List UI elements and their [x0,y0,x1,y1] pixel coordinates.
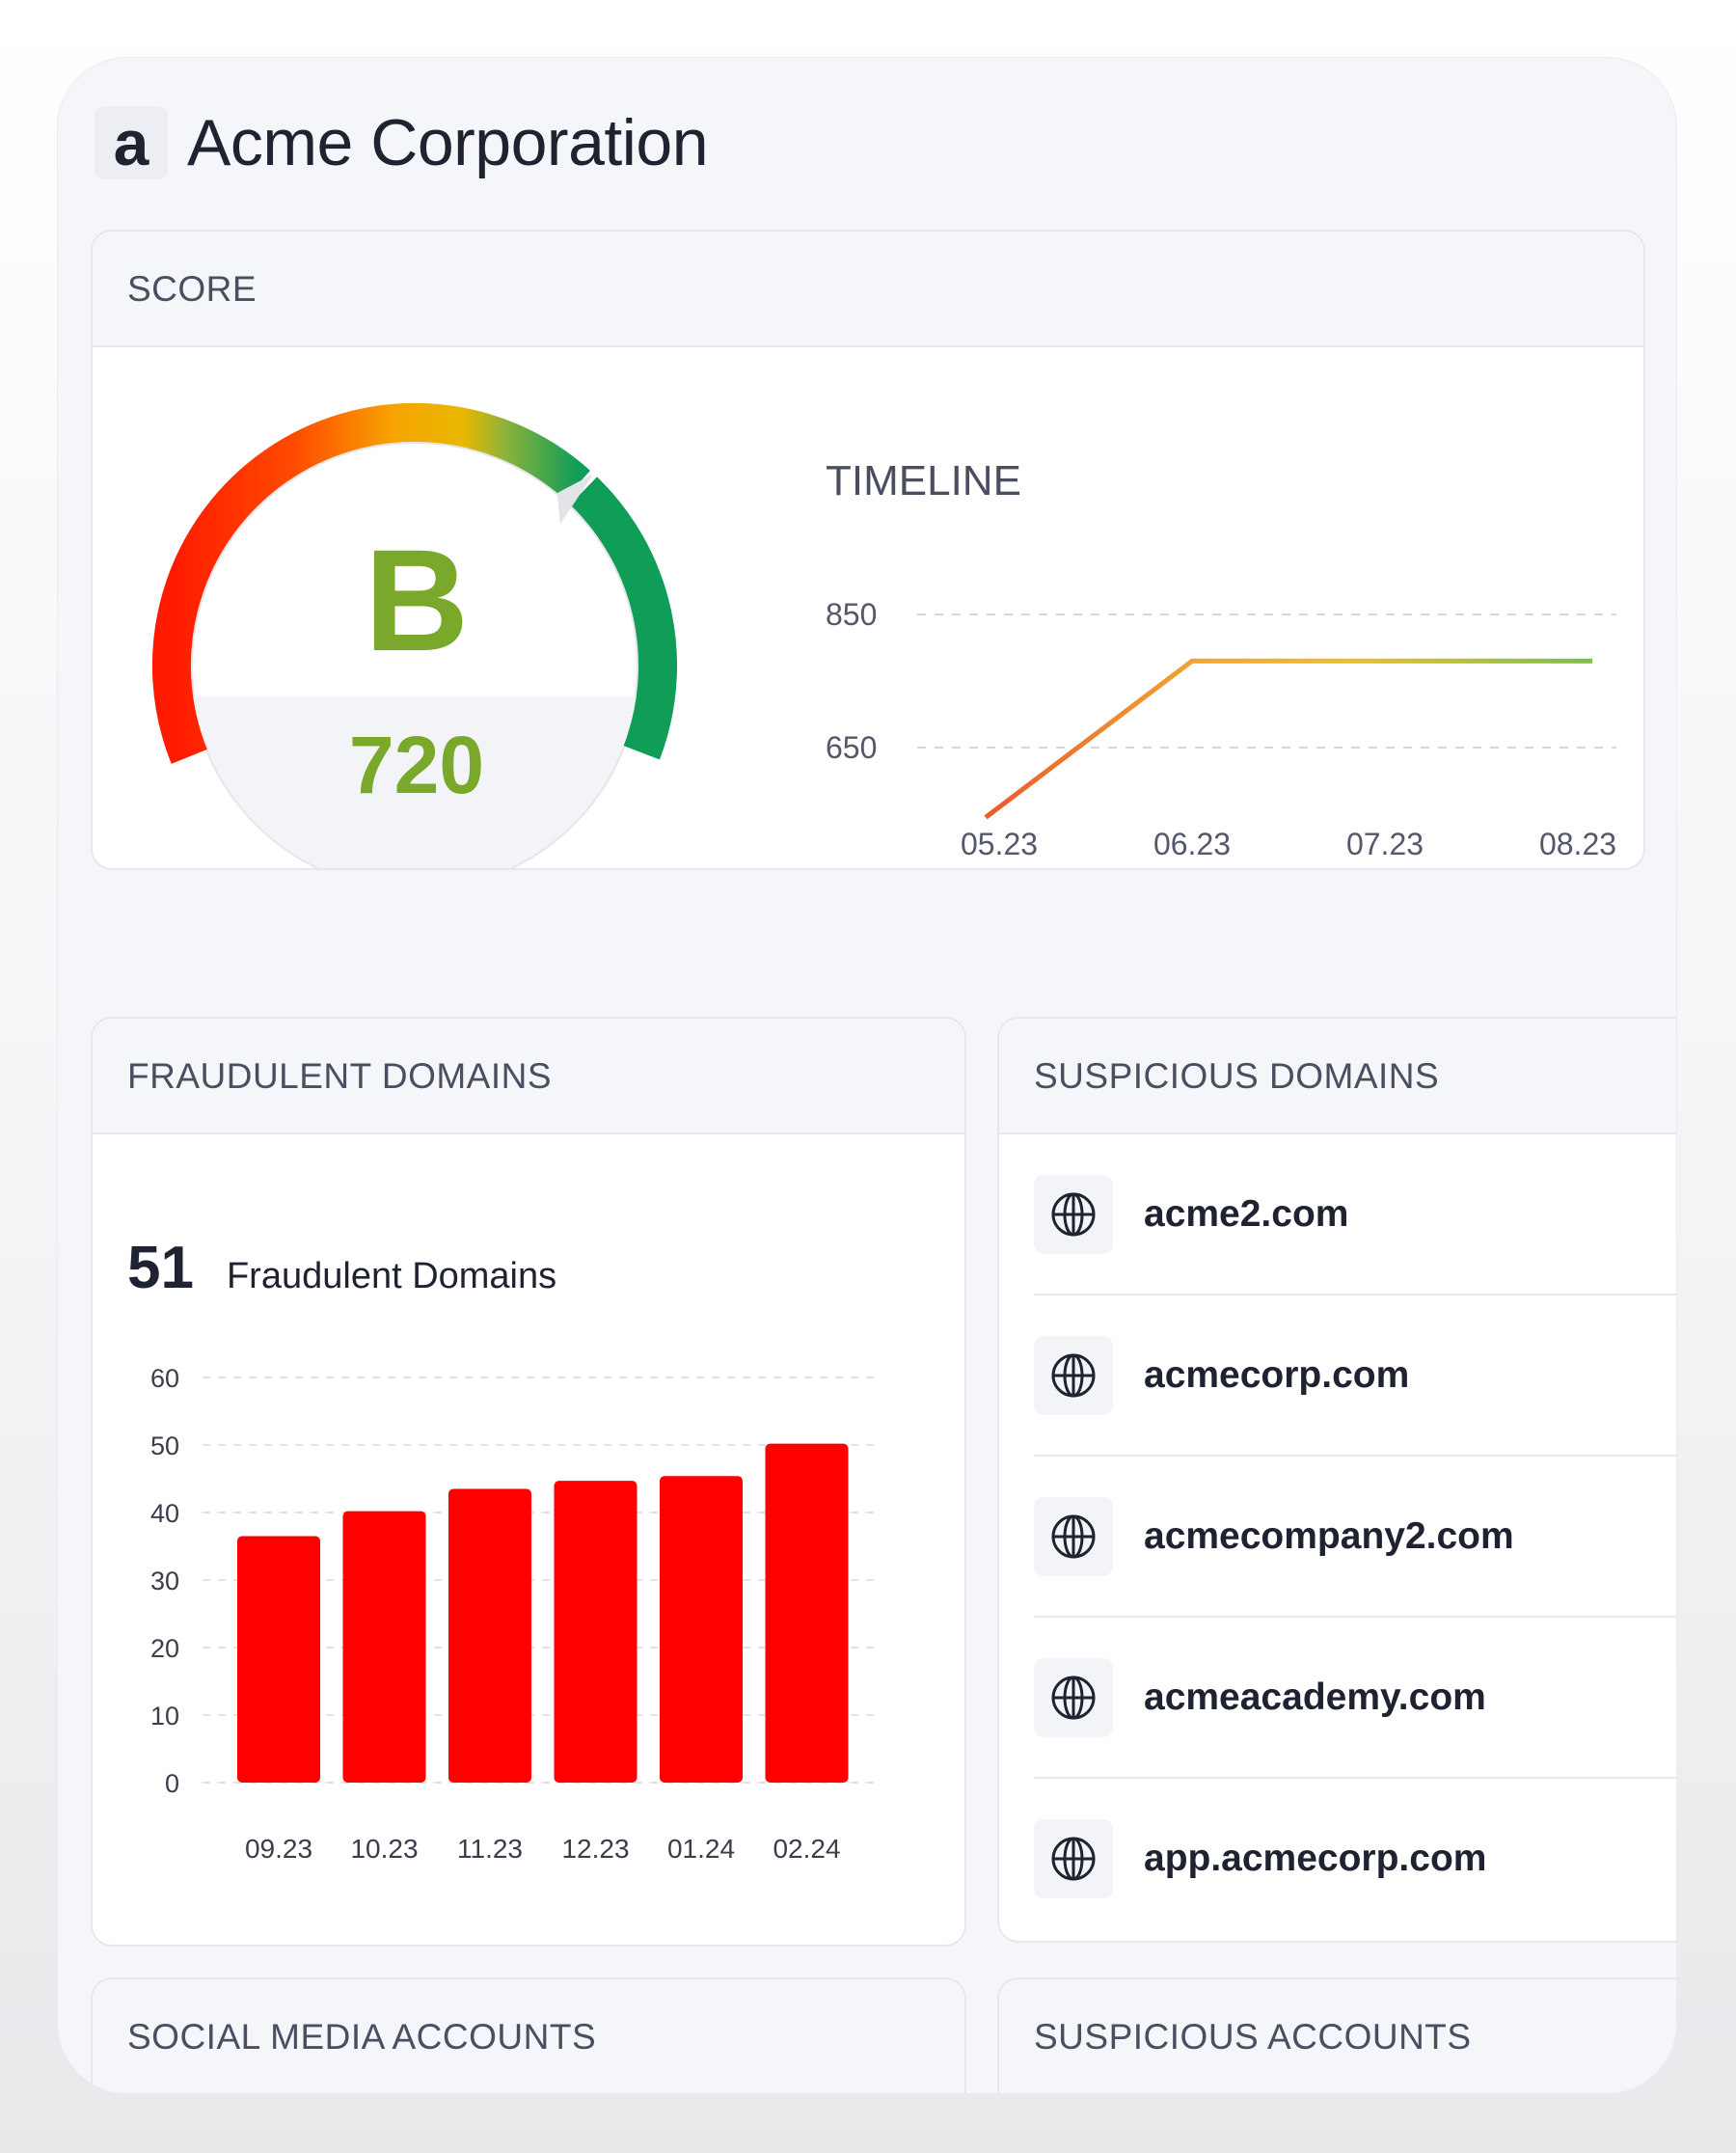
gauge-arc-high [570,477,678,760]
bar-02.24[interactable] [765,1443,849,1783]
timeline-x-tick: 08.23 [1539,827,1616,858]
fraudulent-domains-card: FRAUDULENT DOMAINS 51 Fraudulent Domains… [91,1017,966,1947]
fraudulent-bar-chart: 60 50 40 30 20 10 0 09.23 10.23 11.23 12.23 01.24 0… [150,1364,874,1864]
domain-name[interactable]: acme2.com [1144,1193,1349,1235]
bar-12.23[interactable] [554,1481,637,1783]
globe-icon [1034,1496,1113,1576]
bar-y-tick: 10 [150,1702,179,1731]
domain-name[interactable]: app.acmecorp.com [1144,1838,1487,1879]
suspicious-domain-list: acme2.com acmecorp.com acmecompany2.com … [1034,1134,1676,1938]
score-card-header: SCORE [93,232,1643,347]
suspicious-accounts-card: SUSPICIOUS ACCOUNTS [997,1977,1676,2093]
company-name: Acme Corporation [187,106,709,179]
list-item[interactable]: acme2.com [1034,1134,1676,1295]
globe-icon [1034,1335,1113,1415]
globe-icon [1034,1657,1113,1737]
bar-y-tick: 30 [150,1567,179,1595]
domain-name[interactable]: acmecorp.com [1144,1354,1410,1396]
bar-11.23[interactable] [448,1488,531,1784]
domain-name[interactable]: acmecompany2.com [1144,1515,1514,1557]
list-item[interactable]: acmecompany2.com [1034,1457,1676,1618]
dashboard-frame: a Acme Corporation SCORE B [58,58,1676,2093]
social-media-accounts-header: SOCIAL MEDIA ACCOUNTS [93,1979,964,2093]
bar-x-tick: 01.24 [667,1834,735,1864]
fraudulent-count: 51 [127,1235,194,1301]
gauge-pointer-icon [556,474,594,525]
fraudulent-total: 51 Fraudulent Domains [127,1239,556,1298]
suspicious-accounts-header: SUSPICIOUS ACCOUNTS [999,1979,1676,2093]
bar-x-tick: 10.23 [350,1834,418,1864]
list-item[interactable]: acmecorp.com [1034,1295,1676,1457]
domain-name[interactable]: acmeacademy.com [1144,1676,1486,1718]
timeline-y-tick: 850 [826,597,877,632]
globe-icon [1034,1818,1113,1898]
list-item[interactable]: app.acmecorp.com [1034,1779,1676,1938]
brand-header: a Acme Corporation [95,106,709,179]
gauge-arc-progress [151,402,590,764]
timeline-y-tick: 650 [826,730,877,765]
score-value: 720 [349,720,484,810]
bar-y-tick: 40 [150,1499,179,1528]
brand-logo: a [95,106,168,179]
bar-y-tick: 50 [150,1431,179,1460]
suspicious-domains-card: SUSPICIOUS DOMAINS acme2.com acmecorp.co… [997,1017,1676,1943]
score-grade: B [365,519,469,681]
score-gauge: B 720 [151,402,678,868]
timeline-x-tick: 05.23 [961,827,1038,858]
bar-y-tick: 0 [165,1769,179,1798]
timeline-x-tick: 07.23 [1346,827,1424,858]
bar-01.24[interactable] [660,1476,743,1783]
timeline-title: TIMELINE [826,457,1021,504]
social-media-accounts-card: SOCIAL MEDIA ACCOUNTS [91,1977,966,2093]
list-item[interactable]: acmeacademy.com [1034,1618,1676,1779]
fraudulent-domains-header: FRAUDULENT DOMAINS [93,1019,964,1134]
globe-icon [1034,1174,1113,1254]
bar-y-tick: 20 [150,1634,179,1663]
fraudulent-count-label: Fraudulent Domains [226,1256,557,1296]
bar-09.23[interactable] [237,1536,320,1784]
bar-10.23[interactable] [342,1511,426,1783]
timeline-line [984,658,1592,820]
bar-x-tick: 02.24 [773,1834,840,1864]
bar-y-tick: 60 [150,1364,179,1393]
bar-x-tick: 09.23 [245,1834,312,1864]
score-card: SCORE B 720 [91,230,1645,870]
bar-x-tick: 12.23 [561,1834,629,1864]
bar-x-tick: 11.23 [457,1834,523,1864]
suspicious-domains-header: SUSPICIOUS DOMAINS [999,1019,1676,1134]
timeline-x-tick: 06.23 [1153,827,1231,858]
